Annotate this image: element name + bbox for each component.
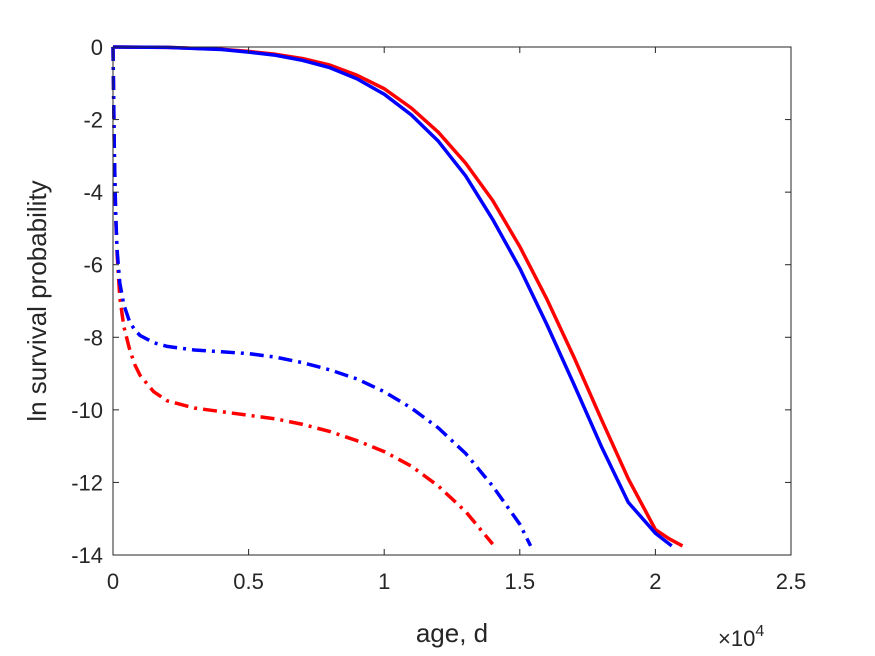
y-axis-label: ln survival probability [22, 180, 52, 421]
x-axis-label: age, d [416, 618, 488, 648]
x-tick-label: 0 [107, 569, 119, 594]
y-tick-label: -10 [71, 398, 103, 423]
x-tick-label: 1.5 [505, 569, 536, 594]
y-tick-label: 0 [91, 35, 103, 60]
x-tick-label: 2 [649, 569, 661, 594]
plot-area [113, 47, 791, 555]
y-tick-label: -4 [83, 180, 103, 205]
x-axis: 0 0.5 1 1.5 2 2.5 [107, 47, 806, 594]
x-tick-label: 0.5 [233, 569, 264, 594]
y-tick-label: -6 [83, 253, 103, 278]
x-axis-multiplier-base: ×10 [718, 626, 755, 651]
series-line-2 [112, 45, 673, 548]
y-axis: 0 -2 -4 -6 -8 -10 -12 -14 [71, 35, 791, 568]
series-layer [111, 45, 684, 548]
x-tick-label: 1 [378, 569, 390, 594]
x-axis-multiplier-exponent: 4 [755, 623, 764, 640]
x-tick-label: 2.5 [776, 569, 807, 594]
y-tick-label: -12 [71, 470, 103, 495]
y-tick-label: -2 [83, 108, 103, 133]
x-axis-multiplier: ×104 [718, 623, 764, 651]
series-line-4 [111, 46, 533, 547]
plot-box [112, 46, 792, 556]
y-tick-label: -14 [71, 543, 103, 568]
y-tick-label: -8 [83, 325, 103, 350]
